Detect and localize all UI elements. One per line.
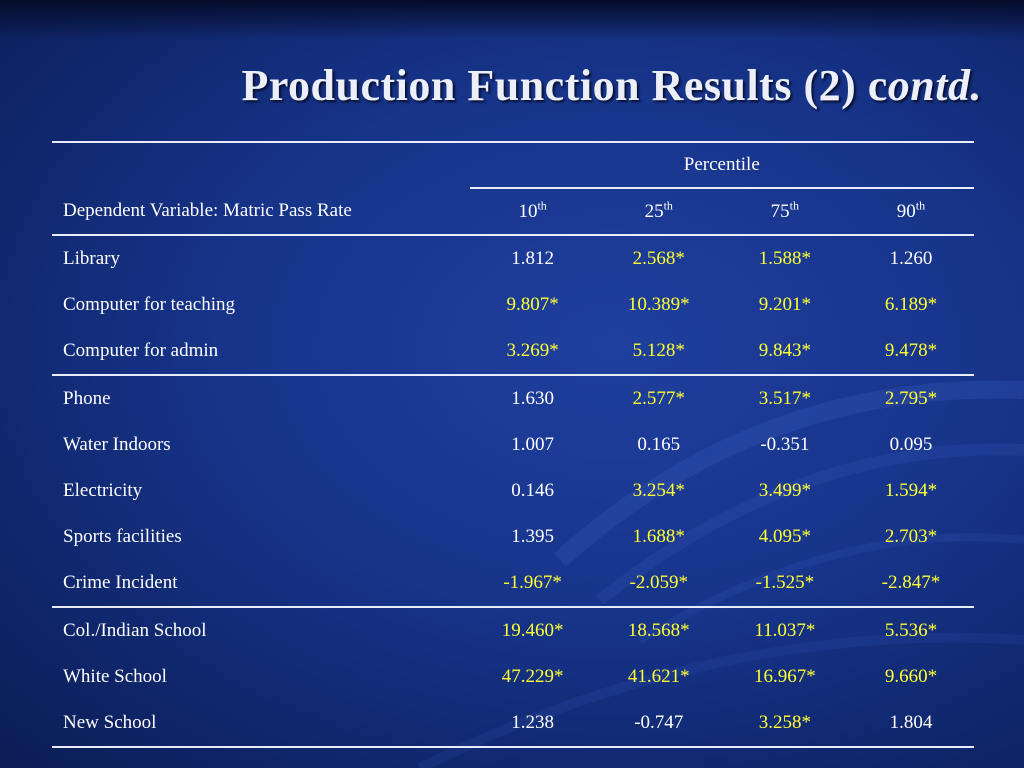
coefficient-cell: 1.804 — [847, 700, 974, 748]
results-table: Percentile Dependent Variable: Matric Pa… — [52, 141, 974, 748]
coefficient-cell: 2.568* — [632, 248, 685, 269]
column-header-number: 25 — [644, 200, 664, 222]
coefficient-cell: 16.967* — [753, 666, 816, 687]
coefficient-cell: 5.128* — [595, 328, 722, 376]
table-row: Electricity 0.146 3.254* 3.499* 1.594* — [52, 468, 974, 514]
coefficient-cell: 9.807* — [506, 294, 559, 315]
coefficient-cell: 2.577* — [632, 388, 685, 409]
coefficient-cell: 2.703* — [884, 526, 938, 547]
coefficient-cell: 1.260 — [889, 248, 933, 269]
column-header-75th: 75th — [721, 188, 848, 236]
row-label: Computer for admin — [52, 328, 470, 376]
column-header-number: 10 — [518, 200, 538, 222]
coefficient-cell: 41.621* — [627, 666, 690, 687]
results-table-body: Percentile Dependent Variable: Matric Pa… — [52, 141, 974, 748]
coefficient-cell: 3.499* — [758, 480, 811, 501]
coefficient-cell: -2.847* — [847, 560, 974, 608]
coefficient-cell: -2.059* — [595, 560, 722, 608]
coefficient-cell: 10.389* — [627, 294, 690, 315]
coefficient-cell: 2.795* — [884, 388, 938, 409]
slide-title-italic: ontd. — [887, 61, 982, 110]
column-header-number: 75 — [770, 200, 790, 222]
row-label: Computer for teaching — [63, 294, 236, 315]
coefficient-cell: 0.095 — [889, 434, 933, 455]
table-row: Crime Incident -1.967* -2.059* -1.525* -2.84… — [52, 560, 974, 608]
table-row: Computer for teaching 9.807* 10.389* 9.201*… — [52, 282, 974, 328]
coefficient-cell: 47.229* — [501, 666, 564, 687]
coefficient-cell: 0.165 — [637, 434, 681, 455]
column-header-number: 90 — [896, 200, 916, 222]
coefficient-cell: 1.395 — [511, 526, 554, 547]
column-header-row: Dependent Variable: Matric Pass Rate 10t… — [52, 188, 974, 236]
slide-title-main: Production Function Results (2) c — [241, 61, 888, 110]
coefficient-cell: -1.967* — [469, 560, 596, 608]
coefficient-cell: 3.254* — [632, 480, 685, 501]
coefficient-cell: 9.843* — [721, 328, 848, 376]
header-blank-cell — [52, 141, 470, 188]
coefficient-cell: 1.238 — [469, 700, 596, 748]
column-header-suffix: th — [663, 198, 673, 213]
coefficient-cell: 6.189* — [884, 294, 938, 315]
coefficient-cell: 4.095* — [758, 526, 811, 547]
coefficient-cell: 9.201* — [758, 294, 811, 315]
column-header-10th: 10th — [469, 188, 596, 236]
coefficient-cell: 19.460* — [501, 620, 564, 641]
row-label: Sports facilities — [63, 526, 182, 547]
coefficient-cell: 3.517* — [758, 388, 811, 409]
row-label: White School — [63, 666, 167, 687]
row-label: Phone — [63, 388, 111, 409]
percentile-group-header: Percentile — [469, 141, 974, 189]
coefficient-cell: -1.525* — [721, 560, 848, 608]
slide-title: Production Function Results (2) contd. — [241, 60, 982, 111]
table-row: Col./Indian School 19.460* 18.568* 11.037* 5… — [52, 607, 974, 654]
column-header-suffix: th — [789, 198, 800, 213]
coefficient-cell: 9.660* — [884, 666, 938, 687]
row-label: Col./Indian School — [63, 620, 207, 641]
table-row: Water Indoors 1.007 0.165 -0.351 0.095 — [52, 422, 974, 468]
row-label: New School — [52, 700, 470, 748]
coefficient-cell: 1.630 — [511, 388, 554, 409]
coefficient-cell: 9.478* — [847, 328, 974, 376]
coefficient-cell: 0.146 — [511, 480, 554, 501]
coefficient-cell: 1.812 — [511, 248, 554, 269]
coefficient-cell: 1.688* — [632, 526, 685, 547]
coefficient-cell: 1.588* — [758, 248, 811, 269]
coefficient-cell: -0.351 — [760, 434, 810, 455]
table-row: Phone 1.630 2.577* 3.517* 2.795* — [52, 375, 974, 422]
row-label: Library — [63, 248, 120, 269]
table-row: New School 1.238 -0.747 3.258* 1.804 — [52, 700, 974, 748]
dependent-variable-label: Dependent Variable: Matric Pass Rate — [52, 188, 470, 236]
percentile-header-row: Percentile — [52, 141, 974, 189]
row-label: Water Indoors — [63, 434, 171, 455]
column-header-25th: 25th — [595, 188, 722, 236]
coefficient-cell: 18.568* — [627, 620, 690, 641]
coefficient-cell: -0.747 — [595, 700, 722, 748]
coefficient-cell: 11.037* — [754, 620, 816, 641]
coefficient-cell: 1.007 — [511, 434, 554, 455]
top-dark-band — [0, 0, 1024, 40]
coefficient-cell: 1.594* — [884, 480, 938, 501]
coefficient-cell: 3.269* — [469, 328, 596, 376]
coefficient-cell: 5.536* — [884, 620, 938, 641]
column-header-suffix: th — [537, 198, 547, 213]
table-row: Computer for admin 3.269* 5.128* 9.843* 9.47… — [52, 328, 974, 376]
row-label: Electricity — [63, 480, 143, 501]
table-row: Sports facilities 1.395 1.688* 4.095* 2.703* — [52, 514, 974, 560]
table-row: White School 47.229* 41.621* 16.967* 9.660* — [52, 654, 974, 700]
row-label: Crime Incident — [52, 560, 470, 608]
table-row: Library 1.812 2.568* 1.588* 1.260 — [52, 235, 974, 282]
column-header-suffix: th — [915, 198, 926, 213]
coefficient-cell: 3.258* — [721, 700, 848, 748]
column-header-90th: 90th — [847, 188, 974, 236]
